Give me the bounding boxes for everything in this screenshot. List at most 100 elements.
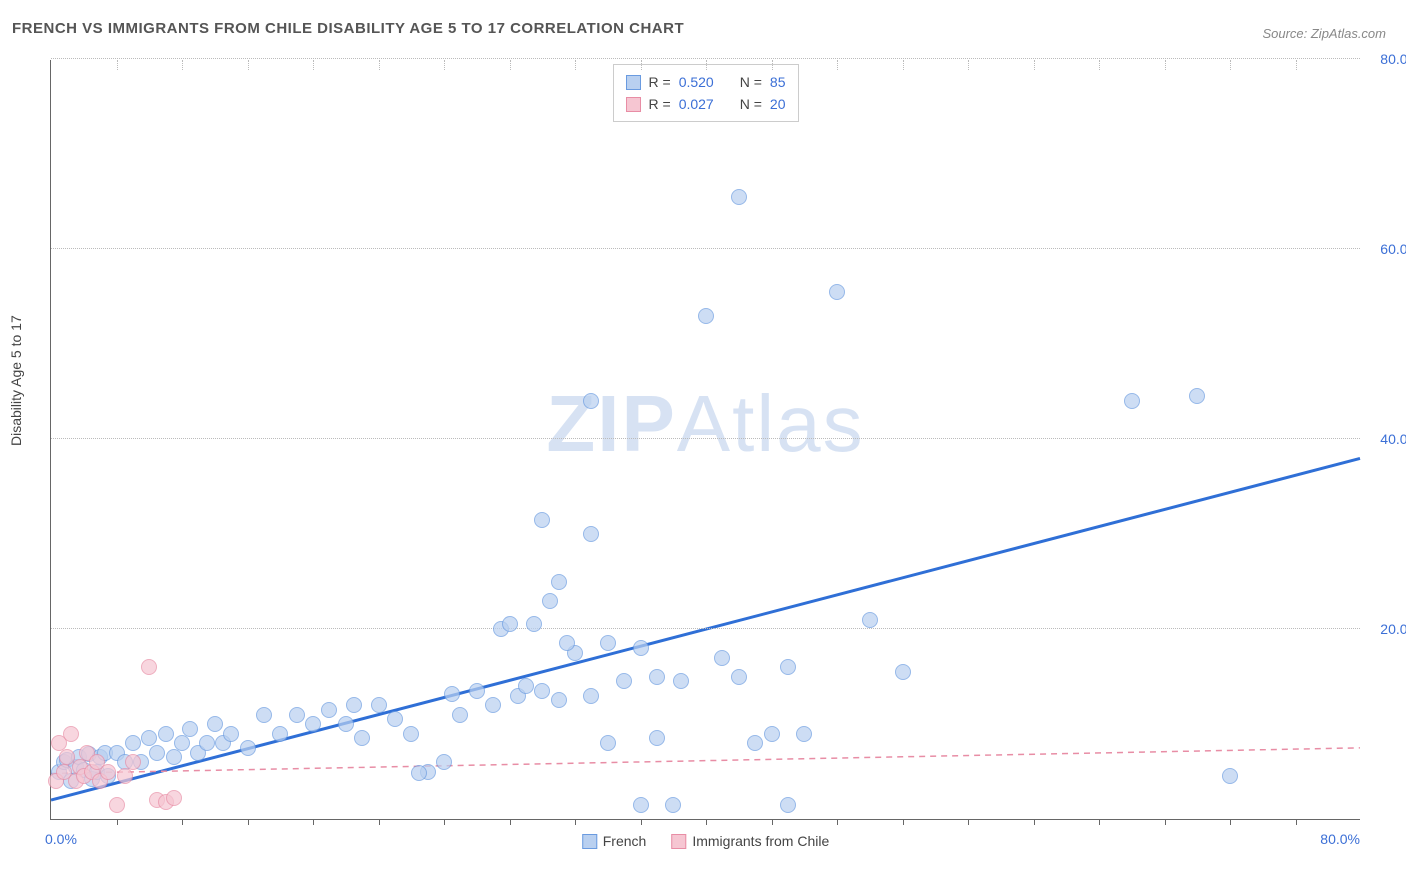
data-point xyxy=(559,635,575,651)
data-point xyxy=(1124,393,1140,409)
n-label: N = xyxy=(740,71,762,93)
x-tick xyxy=(1165,819,1166,825)
data-point xyxy=(199,735,215,751)
data-point xyxy=(731,669,747,685)
y-tick-label: 80.0% xyxy=(1365,51,1406,67)
gridline-v xyxy=(772,60,773,70)
data-point xyxy=(272,726,288,742)
data-point xyxy=(387,711,403,727)
x-tick xyxy=(182,819,183,825)
gridline-v xyxy=(444,60,445,70)
legend-item: French xyxy=(582,833,647,849)
data-point xyxy=(649,669,665,685)
stats-row: R =0.520N =85 xyxy=(626,71,786,93)
swatch-icon xyxy=(626,75,641,90)
data-point xyxy=(633,797,649,813)
data-point xyxy=(166,749,182,765)
data-point xyxy=(174,735,190,751)
stats-legend: R =0.520N =85R =0.027N =20 xyxy=(613,64,799,122)
data-point xyxy=(714,650,730,666)
data-point xyxy=(862,612,878,628)
chart-container: FRENCH VS IMMIGRANTS FROM CHILE DISABILI… xyxy=(0,0,1406,892)
data-point xyxy=(583,526,599,542)
data-point xyxy=(354,730,370,746)
x-tick xyxy=(379,819,380,825)
watermark-bold: ZIP xyxy=(546,379,676,468)
watermark: ZIPAtlas xyxy=(546,378,864,470)
y-tick-label: 40.0% xyxy=(1365,431,1406,447)
r-label: R = xyxy=(649,93,671,115)
data-point xyxy=(444,686,460,702)
n-value: 85 xyxy=(770,71,786,93)
data-point xyxy=(182,721,198,737)
data-point xyxy=(673,673,689,689)
gridline-v xyxy=(1296,60,1297,70)
data-point xyxy=(207,716,223,732)
source-label: Source: ZipAtlas.com xyxy=(1262,26,1386,41)
x-tick xyxy=(1296,819,1297,825)
data-point xyxy=(600,735,616,751)
data-point xyxy=(141,659,157,675)
x-tick xyxy=(641,819,642,825)
gridline-v xyxy=(1165,60,1166,70)
data-point xyxy=(125,754,141,770)
watermark-rest: Atlas xyxy=(677,379,865,468)
y-axis-label: Disability Age 5 to 17 xyxy=(8,315,24,446)
data-point xyxy=(1222,768,1238,784)
x-tick xyxy=(575,819,576,825)
gridline-h xyxy=(51,438,1360,439)
x-tick xyxy=(1099,819,1100,825)
x-tick xyxy=(837,819,838,825)
data-point xyxy=(583,688,599,704)
data-point xyxy=(403,726,419,742)
gridline-v xyxy=(1099,60,1100,70)
data-point xyxy=(780,797,796,813)
gridline-v xyxy=(182,60,183,70)
data-point xyxy=(100,764,116,780)
data-point xyxy=(289,707,305,723)
data-point xyxy=(305,716,321,732)
x-tick xyxy=(772,819,773,825)
plot-area: ZIPAtlas R =0.520N =85R =0.027N =20 0.0%… xyxy=(50,60,1360,820)
data-point xyxy=(633,640,649,656)
data-point xyxy=(895,664,911,680)
x-tick-min: 0.0% xyxy=(45,831,77,847)
data-point xyxy=(125,735,141,751)
gridline-v xyxy=(1230,60,1231,70)
data-point xyxy=(1189,388,1205,404)
data-point xyxy=(747,735,763,751)
legend-label: French xyxy=(603,833,647,849)
gridline-v xyxy=(379,60,380,70)
data-point xyxy=(764,726,780,742)
data-point xyxy=(534,512,550,528)
data-point xyxy=(780,659,796,675)
swatch-icon xyxy=(582,834,597,849)
x-tick xyxy=(1230,819,1231,825)
gridline-v xyxy=(903,60,904,70)
x-tick-max: 80.0% xyxy=(1320,831,1360,847)
data-point xyxy=(256,707,272,723)
source-name: ZipAtlas.com xyxy=(1311,26,1386,41)
data-point xyxy=(551,692,567,708)
x-tick xyxy=(968,819,969,825)
y-tick-label: 20.0% xyxy=(1365,621,1406,637)
gridline-h xyxy=(51,628,1360,629)
data-point xyxy=(109,797,125,813)
x-tick xyxy=(444,819,445,825)
data-point xyxy=(321,702,337,718)
gridline-v xyxy=(1034,60,1035,70)
x-tick xyxy=(248,819,249,825)
legend-item: Immigrants from Chile xyxy=(671,833,829,849)
x-tick xyxy=(1034,819,1035,825)
gridline-v xyxy=(706,60,707,70)
n-value: 20 xyxy=(770,93,786,115)
data-point xyxy=(338,716,354,732)
data-point xyxy=(698,308,714,324)
legend-label: Immigrants from Chile xyxy=(692,833,829,849)
data-point xyxy=(583,393,599,409)
x-tick xyxy=(313,819,314,825)
gridline-h xyxy=(51,248,1360,249)
source-prefix: Source: xyxy=(1262,26,1310,41)
data-point xyxy=(502,616,518,632)
gridline-h xyxy=(51,58,1360,59)
